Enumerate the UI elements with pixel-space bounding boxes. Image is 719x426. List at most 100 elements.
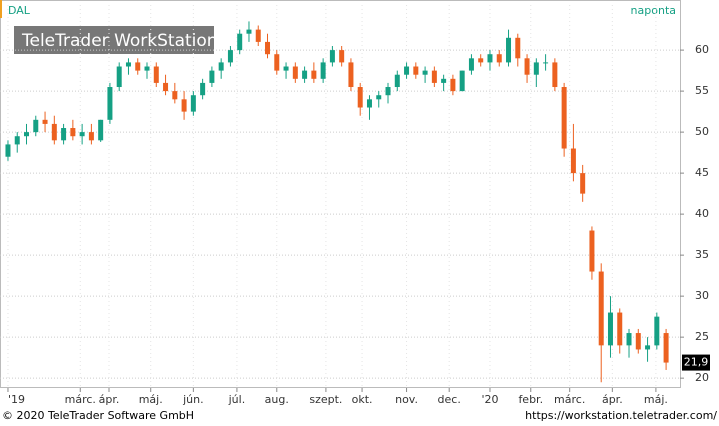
- candle-body: [5, 144, 11, 157]
- candle-body: [209, 70, 215, 83]
- candle-body: [125, 62, 131, 67]
- candle-body: [227, 50, 233, 63]
- watermark: TeleTrader WorkStation: [21, 31, 218, 51]
- candle-body: [116, 66, 122, 88]
- x-tick-label: okt.: [352, 393, 373, 406]
- candle-body: [302, 70, 308, 79]
- candle-body: [237, 33, 243, 51]
- x-tick-label: szept.: [309, 393, 342, 406]
- chart-title: DAL: [8, 4, 31, 17]
- candle-body: [135, 62, 141, 71]
- candle-body: [107, 87, 113, 120]
- candle-body: [598, 271, 604, 346]
- candle-body: [33, 119, 39, 133]
- last-price-box: [682, 354, 710, 371]
- candle-body: [413, 66, 419, 75]
- candle-body: [366, 99, 372, 108]
- candle-body: [543, 62, 549, 64]
- x-tick-label: ápr.: [99, 393, 120, 406]
- candle-body: [163, 82, 169, 92]
- y-tick-label: 55: [695, 84, 709, 97]
- candle-body: [283, 66, 289, 71]
- candle-body: [14, 136, 20, 145]
- candle-body: [478, 58, 484, 63]
- candle-body: [51, 123, 57, 141]
- candle-body: [24, 132, 30, 137]
- candle-body: [394, 74, 400, 88]
- candle-body: [496, 54, 502, 63]
- x-tick-label: máj.: [644, 393, 668, 406]
- candle-body: [617, 312, 623, 346]
- footer-left: © 2020 TeleTrader Software GmbH: [2, 409, 194, 422]
- footer-right: https://workstation.teletrader.com/: [525, 409, 717, 422]
- candle-body: [635, 333, 641, 350]
- candle-body: [144, 66, 150, 71]
- candle-body: [181, 99, 187, 112]
- candle-body: [533, 62, 539, 75]
- candle-body: [311, 70, 317, 79]
- candle-body: [487, 54, 493, 63]
- candle-body: [524, 58, 530, 75]
- candle-body: [450, 78, 456, 92]
- y-tick-label: 40: [695, 207, 709, 220]
- candle-body: [200, 82, 206, 96]
- candle-body: [404, 66, 410, 75]
- candle-body: [246, 29, 252, 34]
- watermark-box: [14, 26, 214, 54]
- candle-body: [385, 87, 391, 96]
- y-tick-label: 30: [695, 289, 709, 302]
- candle-body: [42, 119, 48, 124]
- candle-body: [589, 230, 595, 272]
- candle-body: [255, 29, 261, 42]
- candle-body: [79, 132, 85, 137]
- y-tick-label: 20: [695, 371, 709, 384]
- x-tick-label: aug.: [265, 393, 289, 406]
- candle-body: [459, 70, 465, 92]
- candle-body: [98, 119, 104, 141]
- candle-body: [580, 173, 586, 194]
- candle-body: [663, 333, 669, 363]
- x-tick-label: febr.: [518, 393, 543, 406]
- candle-body: [292, 66, 298, 79]
- x-tick-label: máj.: [139, 393, 163, 406]
- candle-body: [88, 132, 94, 141]
- x-tick-label: '20: [481, 393, 498, 406]
- y-tick-label: 45: [695, 166, 709, 179]
- x-tick-label: júl.: [228, 393, 246, 406]
- candle-body: [626, 333, 632, 346]
- candle-body: [506, 37, 512, 63]
- y-tick-label: 50: [695, 125, 709, 138]
- candle-body: [153, 66, 159, 83]
- candle-body: [468, 58, 474, 71]
- x-tick-label: márc.: [65, 393, 96, 406]
- candle-body: [329, 50, 335, 63]
- last-price-label: 21,9: [684, 356, 709, 369]
- candle-body: [561, 87, 567, 149]
- candle-body: [431, 70, 437, 83]
- candle-body: [552, 62, 558, 88]
- candle-body: [61, 128, 67, 141]
- x-tick-label: márc.: [554, 393, 585, 406]
- candle-body: [218, 62, 224, 71]
- candle-body: [515, 37, 521, 59]
- x-tick-label: '19: [8, 393, 25, 406]
- candle-body: [357, 87, 363, 108]
- x-tick-label: jún.: [182, 393, 204, 406]
- chart-subtitle: naponta: [631, 4, 676, 17]
- plot-frame: [0, 0, 681, 388]
- candle-body: [70, 128, 76, 137]
- x-tick-label: ápr.: [602, 393, 623, 406]
- candle-body: [265, 41, 271, 55]
- candle-body: [570, 148, 576, 174]
- candle-body: [607, 312, 613, 346]
- candle-body: [348, 62, 354, 88]
- candle-body: [274, 54, 280, 71]
- candle-body: [645, 345, 651, 350]
- candle-body: [339, 50, 345, 63]
- candle-body: [172, 91, 178, 100]
- y-tick-label: 35: [695, 248, 709, 261]
- candle-body: [422, 70, 428, 75]
- candle-body: [654, 316, 660, 346]
